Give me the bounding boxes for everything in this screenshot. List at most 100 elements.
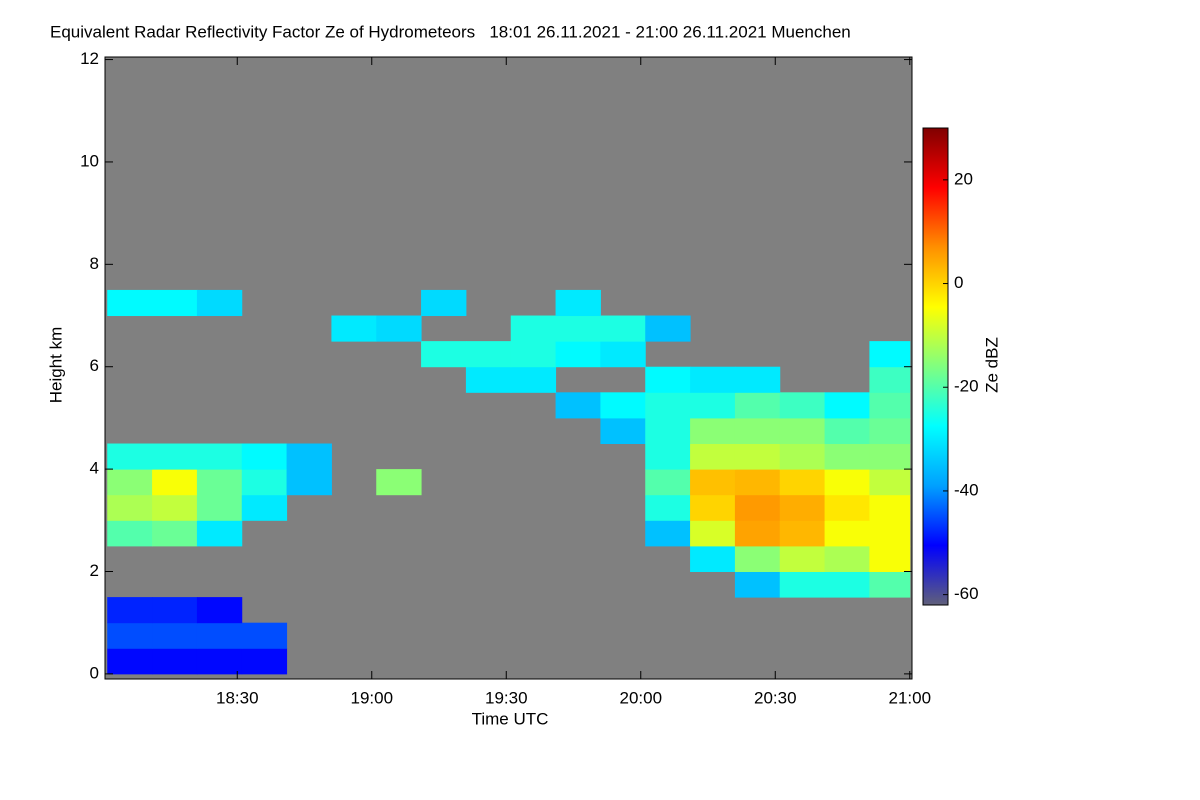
cell: [241, 469, 288, 496]
y-tick-label: 8: [90, 254, 99, 273]
cell: [152, 469, 198, 496]
cell: [779, 469, 826, 496]
cell: [421, 341, 467, 368]
cell: [690, 494, 736, 521]
cell: [869, 545, 911, 572]
cell: [645, 315, 691, 342]
cell: [107, 469, 153, 496]
cell: [196, 622, 243, 649]
cell: [286, 469, 332, 496]
colorbar-tick-label: 20: [954, 169, 973, 188]
x-tick-label: 21:00: [888, 688, 931, 707]
cell: [196, 520, 243, 547]
plot-frame: [104, 56, 913, 680]
cell: [600, 341, 646, 368]
cell: [510, 315, 557, 342]
cell: [869, 443, 911, 470]
cell: [734, 366, 781, 393]
cell: [196, 469, 243, 496]
cell: [555, 315, 601, 342]
cell: [824, 392, 870, 419]
cell: [107, 494, 153, 521]
cell: [869, 417, 911, 445]
cell: [196, 648, 243, 675]
cell: [241, 494, 288, 521]
cell: [645, 520, 691, 547]
y-tick-label: 4: [90, 459, 99, 478]
x-tick-label: 19:00: [350, 688, 393, 707]
colorbar-label: Ze dBZ: [982, 337, 1001, 393]
cell: [869, 571, 911, 598]
cell: [107, 520, 153, 547]
cell: [645, 469, 691, 496]
cell: [152, 597, 198, 624]
cell: [107, 597, 153, 624]
cell: [824, 545, 870, 572]
cell: [869, 520, 911, 547]
y-axis-label: Height km: [46, 327, 65, 404]
cell: [824, 494, 870, 521]
cell: [510, 341, 557, 368]
colorbar-tick-label: -60: [954, 584, 979, 603]
cell: [869, 494, 911, 521]
cell: [690, 443, 736, 470]
cell: [824, 443, 870, 470]
cell: [152, 289, 198, 317]
cell: [824, 469, 870, 496]
cell: [734, 469, 781, 496]
cell: [152, 520, 198, 547]
cell: [824, 417, 870, 445]
cell: [196, 289, 243, 317]
cell: [376, 469, 422, 496]
cell: [510, 366, 557, 393]
x-tick-label: 20:30: [754, 688, 797, 707]
cell: [734, 571, 781, 598]
cell: [421, 289, 467, 317]
cell: [869, 366, 911, 393]
colorbar-tick-label: 0: [954, 273, 963, 292]
y-tick-label: 12: [80, 49, 99, 68]
cell: [241, 648, 288, 675]
cell: [779, 520, 826, 547]
cell: [107, 622, 153, 649]
cell: [286, 443, 332, 470]
y-tick-label: 6: [90, 356, 99, 375]
cell: [107, 648, 153, 675]
cell: [465, 366, 512, 393]
cell: [690, 520, 736, 547]
colorbar-tick-label: -20: [954, 377, 979, 396]
cell: [196, 597, 243, 624]
cell: [734, 443, 781, 470]
cell: [690, 417, 736, 445]
cell: [779, 571, 826, 598]
cell: [645, 366, 691, 393]
y-tick-label: 10: [80, 151, 99, 170]
cell: [734, 520, 781, 547]
cell: [152, 443, 198, 470]
cell: [869, 392, 911, 419]
cell: [734, 545, 781, 572]
cell: [869, 469, 911, 496]
cell: [734, 392, 781, 419]
x-tick-label: 19:30: [485, 688, 528, 707]
cell: [779, 392, 826, 419]
cell: [824, 520, 870, 547]
cell: [241, 443, 288, 470]
cell: [331, 315, 377, 342]
cell: [196, 494, 243, 521]
x-tick-label: 18:30: [216, 688, 259, 707]
cell: [465, 341, 512, 368]
cell: [645, 494, 691, 521]
x-tick-label: 20:00: [619, 688, 662, 707]
cell: [734, 494, 781, 521]
cell: [555, 392, 601, 419]
cell: [779, 494, 826, 521]
cell: [690, 392, 736, 419]
cell: [690, 366, 736, 393]
cell: [779, 417, 826, 445]
cell: [600, 315, 646, 342]
cell: [690, 545, 736, 572]
cell: [645, 392, 691, 419]
cell: [690, 469, 736, 496]
